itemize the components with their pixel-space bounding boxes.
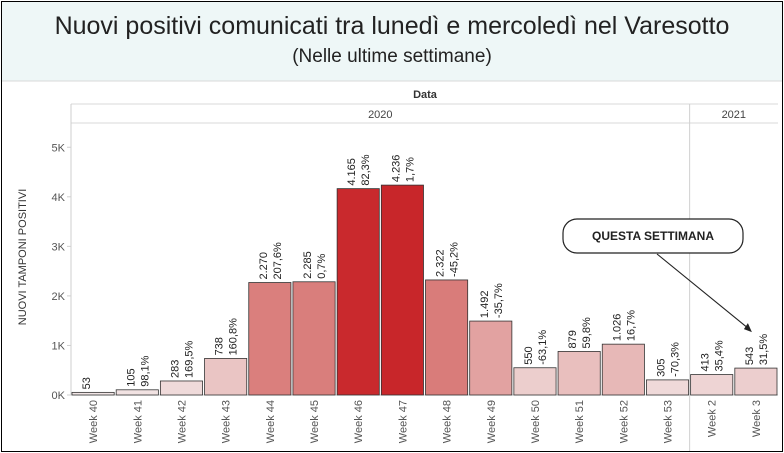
pct-change-label: 31,5% [758, 334, 770, 365]
bar [734, 367, 778, 396]
labels-layer: Week 40 53 Week 41 105 98,1% Week 42 283 169,5%… [81, 154, 770, 443]
value-label: 305 [656, 359, 668, 377]
x-tick-label: Week 44 [265, 400, 277, 443]
pct-change-label: 35,4% [714, 340, 726, 371]
bar [425, 279, 469, 396]
x-tick-label: Week 3 [751, 400, 763, 437]
annotation-box [562, 218, 744, 254]
x-tick-label: Week 47 [397, 400, 409, 443]
pct-change-label: 59,8% [581, 317, 593, 348]
y-tick-label: 5K [52, 142, 66, 154]
year-label: 2020 [368, 109, 392, 121]
bars-layer [71, 184, 778, 396]
annotation-arrowhead [743, 323, 752, 333]
bar [204, 358, 248, 396]
chart-title: Nuovi positivi comunicati tra lunedì e m… [54, 12, 730, 40]
value-label: 879 [567, 330, 579, 348]
x-tick-label: Week 51 [574, 400, 586, 443]
pct-change-label: 169,5% [183, 340, 195, 378]
x-tick-label: Week 46 [353, 400, 365, 443]
x-tick-label: Week 45 [309, 400, 321, 443]
pct-change-label: 82,3% [360, 154, 372, 185]
bar [71, 391, 115, 396]
value-label: 2.322 [435, 249, 447, 277]
x-tick-label: Week 48 [442, 400, 454, 443]
x-tick-label: Week 42 [176, 400, 188, 443]
x-tick-label: Week 43 [221, 400, 233, 443]
value-label: 543 [744, 347, 756, 365]
pct-change-label: 1,7% [404, 157, 416, 182]
pct-change-label: 98,1% [139, 355, 151, 386]
value-label: 738 [214, 337, 226, 355]
x-tick-label: Week 41 [132, 400, 144, 443]
bar [115, 389, 159, 396]
bar [248, 282, 292, 396]
bar [513, 367, 557, 396]
value-label: 1.026 [611, 314, 623, 342]
x-tick-label: Week 52 [618, 400, 630, 443]
x-axis-title: Data [413, 89, 438, 101]
y-tick-label: 1K [52, 340, 66, 352]
value-label: 105 [125, 368, 137, 386]
y-tick-label: 4K [52, 192, 66, 204]
bar [159, 380, 203, 396]
value-label: 4.236 [390, 155, 402, 183]
bar [469, 320, 513, 396]
annotation-layer: QUESTA SETTIMANA [562, 218, 752, 333]
bar [646, 379, 690, 396]
value-label: 283 [169, 360, 181, 378]
pct-change-label: -35,7% [493, 283, 505, 318]
bar [292, 281, 336, 396]
axes-layer: 2020 2021 0K 1K 2K 3K 4K 5K [52, 103, 778, 451]
pct-change-label: 16,7% [625, 310, 637, 341]
pct-change-label: 207,6% [272, 242, 284, 280]
annotation-text: QUESTA SETTIMANA [592, 229, 714, 243]
value-label: 550 [523, 346, 535, 364]
chart-subtitle: (Nelle ultime settimane) [292, 46, 492, 67]
value-label: 413 [700, 353, 712, 371]
value-label: 2.270 [258, 252, 270, 280]
bar [380, 184, 424, 396]
pct-change-label: -70,3% [670, 342, 682, 377]
x-tick-label: Week 53 [663, 400, 675, 443]
value-label: 4.165 [346, 158, 358, 186]
bar [601, 343, 645, 396]
x-tick-label: Week 50 [530, 400, 542, 443]
pct-change-label: -63,1% [537, 330, 549, 365]
annotation-arrow [656, 253, 749, 329]
bar [557, 351, 601, 396]
y-axis-title: NUOVI TAMPONI POSITIVI [17, 189, 29, 326]
bar [336, 188, 380, 396]
year-label: 2021 [722, 109, 746, 121]
pct-change-label: 160,8% [228, 318, 240, 356]
pct-change-label: 0,7% [316, 253, 328, 278]
title-band: Nuovi positivi comunicati tra lunedì e m… [2, 2, 782, 81]
bar [690, 374, 734, 396]
y-tick-label: 0K [52, 390, 66, 402]
x-tick-label: Week 40 [88, 400, 100, 443]
y-tick-label: 3K [52, 241, 66, 253]
y-tick-label: 2K [52, 291, 66, 303]
value-label: 53 [81, 377, 93, 389]
value-label: 1.492 [479, 291, 491, 319]
x-tick-label: Week 2 [707, 400, 719, 437]
value-label: 2.285 [302, 251, 314, 279]
pct-change-label: -45,2% [449, 242, 461, 277]
x-tick-label: Week 49 [486, 400, 498, 443]
